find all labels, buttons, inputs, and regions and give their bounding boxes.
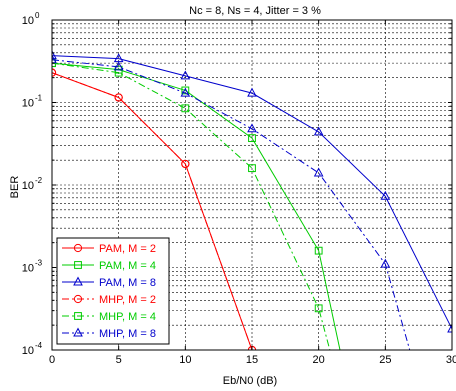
legend-marker xyxy=(73,327,83,337)
data-point xyxy=(248,164,256,173)
data-point xyxy=(247,123,257,133)
x-axis-title: Eb/N0 (dB) xyxy=(223,375,277,387)
data-point xyxy=(114,93,123,102)
chart-title: Nc = 8, Ns = 4, Jitter = 3 % xyxy=(189,5,321,17)
legend-label: PAM, M = 2 xyxy=(99,243,156,255)
data-point xyxy=(380,258,391,268)
y-tick-label-base: 10 xyxy=(22,180,34,192)
legend-marker xyxy=(73,294,83,304)
x-tick-label: 5 xyxy=(116,354,122,366)
data-point xyxy=(52,50,57,60)
x-tick-label: 10 xyxy=(179,354,191,366)
x-tick-label: 15 xyxy=(246,354,258,366)
x-tick-label: 30 xyxy=(446,354,456,366)
legend-entry: MHP, M = 2 xyxy=(62,294,156,306)
legend-marker xyxy=(73,243,83,253)
y-tick-label-exponent: -2 xyxy=(35,176,43,185)
legend-entry: MHP, M = 4 xyxy=(62,311,156,323)
legend-entry: PAM, M = 2 xyxy=(62,243,156,255)
ticks xyxy=(51,20,453,351)
data-point xyxy=(313,167,324,177)
data-point xyxy=(181,159,190,169)
data-point xyxy=(52,54,57,64)
data-point xyxy=(181,86,190,95)
data-point xyxy=(180,70,191,80)
legend: PAM, M = 2 PAM, M = 4 PAM, M = 8 MHP, M = 2… xyxy=(56,237,170,345)
series-line xyxy=(52,55,452,330)
data-point xyxy=(114,68,123,77)
x-tick-label: 20 xyxy=(313,354,325,366)
legend-marker xyxy=(74,312,82,320)
data-point xyxy=(248,134,256,143)
y-tick-label-exponent: -1 xyxy=(35,94,43,103)
y-tick-label-exponent: -3 xyxy=(35,259,43,268)
y-tick-label: 10 -3 xyxy=(22,259,43,275)
y-tick-label-base: 10 xyxy=(22,263,34,275)
series-line xyxy=(52,72,253,350)
legend-label: MHP, M = 8 xyxy=(99,328,156,340)
data-point xyxy=(313,126,324,136)
x-tick-label: 25 xyxy=(379,354,391,366)
y-tick-label-exponent: 0 xyxy=(35,11,40,20)
legend-entry: MHP, M = 8 xyxy=(62,327,156,340)
legend-label: PAM, M = 4 xyxy=(99,260,156,272)
data-point xyxy=(314,304,323,313)
y-tick-label: 10 -2 xyxy=(22,176,43,192)
series-line xyxy=(52,59,411,350)
y-tick-label-base: 10 xyxy=(22,98,34,110)
data-point xyxy=(380,190,391,200)
series-line xyxy=(52,62,341,350)
legend-entry: PAM, M = 8 xyxy=(62,276,156,289)
legend-marker xyxy=(73,276,83,286)
data-point xyxy=(180,87,191,97)
legend-marker xyxy=(74,261,82,269)
y-tick-label: 10 -4 xyxy=(22,341,43,357)
y-tick-label: 10 0 xyxy=(22,11,40,27)
legend-label: MHP, M = 2 xyxy=(99,294,156,306)
legend-label: MHP, M = 4 xyxy=(99,311,156,323)
data-point xyxy=(447,323,452,333)
y-tick-label-base: 10 xyxy=(22,345,34,357)
y-tick-label-base: 10 xyxy=(22,15,34,27)
series-line xyxy=(52,62,331,350)
data-point xyxy=(181,104,190,113)
y-tick-label: 10 -1 xyxy=(22,94,43,110)
legend-label: PAM, M = 8 xyxy=(99,277,156,289)
series-group xyxy=(52,50,452,350)
data-point xyxy=(314,246,323,255)
data-point xyxy=(113,61,124,71)
data-point xyxy=(247,87,257,97)
legend-box xyxy=(56,237,170,345)
series-mhp-m-8 xyxy=(52,54,411,350)
y-tick-label-exponent: -4 xyxy=(35,341,43,350)
x-tick-label: 0 xyxy=(49,354,55,366)
y-axis-title: BER xyxy=(9,176,21,199)
legend-entry: PAM, M = 4 xyxy=(62,260,156,272)
